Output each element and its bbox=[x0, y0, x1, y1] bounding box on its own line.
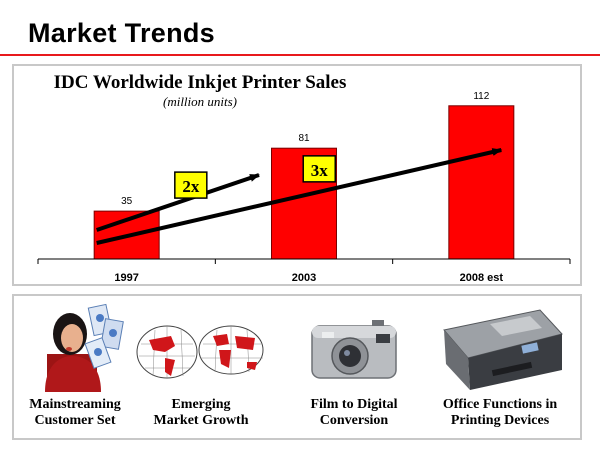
feature-caption-line1: Emerging bbox=[171, 397, 231, 412]
feature-caption-line2: Market Growth bbox=[153, 413, 249, 428]
all-in-one-printer-icon bbox=[443, 309, 563, 390]
data-label: 81 bbox=[298, 133, 310, 144]
callout-label: 2x bbox=[182, 177, 200, 196]
x-tick-label: 2003 bbox=[292, 272, 316, 284]
feature-caption-line2: Conversion bbox=[319, 413, 389, 428]
title-divider bbox=[0, 54, 600, 56]
callout-box bbox=[302, 155, 336, 183]
bar-2008-est bbox=[448, 105, 515, 260]
slide-title: Market Trends bbox=[28, 18, 215, 48]
callout-label: 3x bbox=[311, 161, 329, 180]
chart-title: IDC Worldwide Inkjet Printer Sales bbox=[53, 72, 347, 93]
feature-caption-line2: Customer Set bbox=[34, 413, 116, 428]
growth-arrow bbox=[96, 148, 503, 245]
callout-box bbox=[174, 171, 208, 199]
feature-caption-line1: Office Functions in bbox=[442, 397, 558, 412]
world-map-icon bbox=[136, 325, 264, 379]
chart-subtitle: (million units) bbox=[162, 94, 238, 109]
feature-caption-line1: Film to Digital bbox=[310, 397, 398, 412]
data-label: 112 bbox=[473, 91, 489, 102]
x-tick-label: 1997 bbox=[114, 272, 138, 284]
feature-caption-line2: Printing Devices bbox=[450, 413, 550, 428]
woman-with-printouts-photo-icon bbox=[45, 303, 124, 392]
digital-camera-icon bbox=[311, 320, 397, 379]
data-label: 35 bbox=[121, 196, 133, 207]
x-tick-label: 2008 est bbox=[460, 272, 504, 284]
feature-caption-line1: Mainstreaming bbox=[29, 397, 121, 412]
growth-arrow bbox=[96, 173, 260, 232]
